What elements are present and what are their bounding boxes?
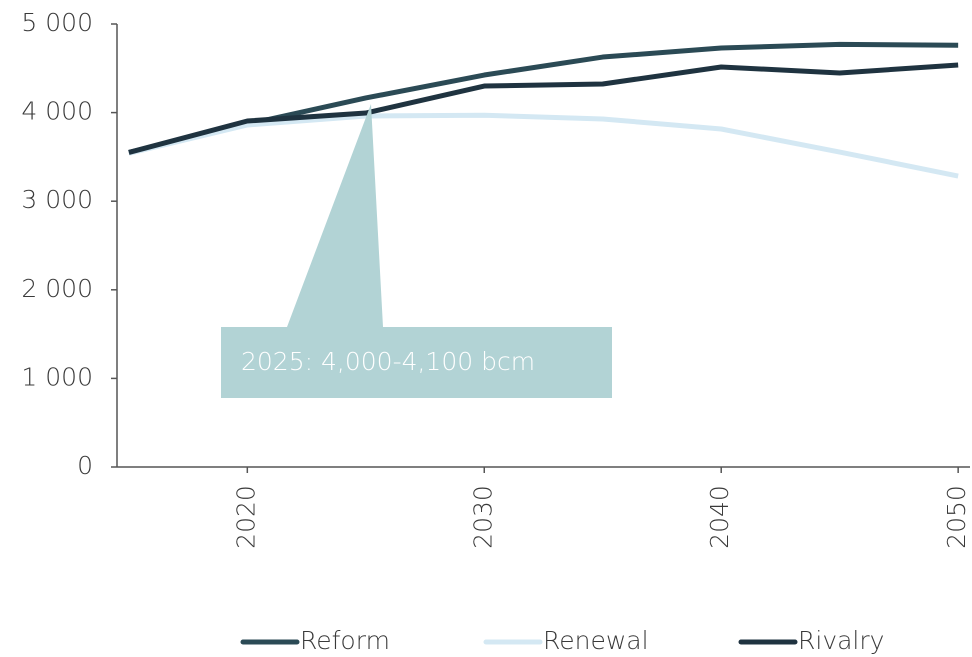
x-tick-label: 2040 bbox=[705, 485, 734, 549]
x-tick-label: 2020 bbox=[231, 485, 260, 549]
series-line bbox=[128, 41, 959, 155]
y-tick-label: 5 000 bbox=[21, 8, 93, 37]
y-tick-label: 0 bbox=[77, 451, 93, 480]
x-tick-label: 2030 bbox=[468, 485, 497, 549]
y-tick-label: 1 000 bbox=[21, 362, 93, 391]
x-tick-label: 2050 bbox=[942, 485, 971, 549]
callout-box bbox=[221, 104, 612, 398]
annotation-callout: 2025: 4,000-4,100 bcm bbox=[221, 104, 612, 398]
annotation-text: 2025: 4,000-4,100 bcm bbox=[241, 347, 535, 376]
y-tick-label: 2 000 bbox=[21, 274, 93, 303]
series-line bbox=[128, 62, 959, 155]
legend-label: Renewal bbox=[543, 626, 649, 655]
y-tick-label: 3 000 bbox=[21, 185, 93, 214]
y-tick-label: 4 000 bbox=[21, 97, 93, 126]
legend-label: Reform bbox=[300, 626, 390, 655]
series-line bbox=[128, 112, 959, 179]
legend-label: Rivalry bbox=[798, 626, 884, 655]
